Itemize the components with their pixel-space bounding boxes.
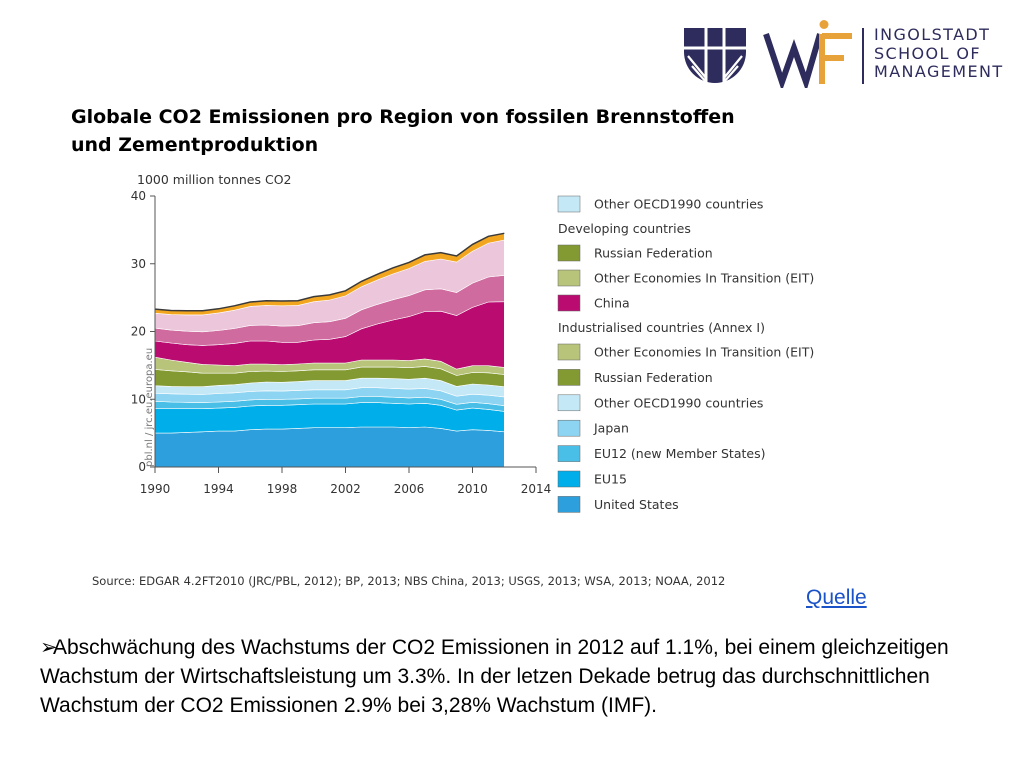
legend-swatch-eu12-new-member-states (557, 445, 581, 462)
legend-group-header: Developing countries (558, 221, 691, 236)
logo-divider (862, 28, 864, 84)
x-tick-label: 1994 (203, 482, 234, 496)
x-tick-label: 2002 (330, 482, 361, 496)
y-tick-label: 30 (131, 257, 146, 271)
legend-group-header: Industrialised countries (Annex I) (558, 320, 765, 335)
legend-label: EU15 (594, 472, 627, 487)
y-tick-label: 20 (131, 325, 146, 339)
slide-title: Globale CO2 Emissionen pro Region von fo… (71, 106, 735, 156)
shield-emblem-icon (684, 28, 746, 84)
area-series-united-states (154, 426, 505, 468)
school-logo: INGOLSTADT SCHOOL OF MANAGEMENT (682, 20, 1004, 88)
legend-label: Other OECD1990 countries (594, 395, 763, 410)
institution-name: INGOLSTADT SCHOOL OF MANAGEMENT (874, 25, 1004, 81)
y-tick-label: 10 (131, 392, 146, 406)
legend-label: Other Economies In Transition (EIT) (594, 345, 814, 360)
x-tick-label: 1998 (267, 482, 298, 496)
chart-watermark: pbl.nl / jrc.eu.europa.eu (144, 348, 155, 467)
legend-label: United States (594, 497, 679, 512)
bullet-text: Abschwächung des Wachstums der CO2 Emiss… (40, 636, 949, 717)
legend-swatch-russian-federation (557, 244, 581, 262)
legend-swatch-other-economies-in-transition-eit (557, 343, 581, 361)
bullet-paragraph: ➢Abschwächung des Wachstums der CO2 Emis… (40, 633, 1000, 720)
legend-swatch-eu15 (557, 470, 581, 488)
total-emissions-outline (154, 232, 505, 312)
legend-label: Other Economies In Transition (EIT) (594, 271, 814, 286)
co2-emissions-chart: 0 10 20 30 40 1990 1994 1998 2002 2006 2010 2014 Ot… (92, 172, 814, 588)
legend-label: China (594, 296, 630, 311)
chart-source-note: Source: EDGAR 4.2FT2010 (JRC/PBL, 2012);… (92, 574, 725, 588)
legend-label: Other OECD1990 countries (594, 197, 763, 212)
wf-monogram-icon (763, 20, 852, 88)
legend-swatch-japan (557, 419, 581, 437)
legend-swatch-other-oecd1990-countries (557, 394, 581, 412)
legend-swatch-united-states (557, 496, 581, 513)
arrow-bullet-icon: ➢ (40, 636, 58, 659)
x-tick-label: 2014 (521, 482, 552, 496)
x-tick-label: 2006 (394, 482, 425, 496)
chart-unit-label: 1000 million tonnes CO2 (137, 172, 292, 187)
y-tick-label: 0 (138, 460, 146, 474)
legend-label: Japan (593, 421, 629, 436)
y-tick-label: 40 (131, 189, 146, 203)
legend-label: EU12 (new Member States) (594, 446, 765, 461)
legend-label: Russian Federation (594, 246, 713, 261)
source-link[interactable]: Quelle (806, 586, 867, 609)
x-tick-label: 1990 (140, 482, 171, 496)
legend-swatch-china (557, 294, 581, 312)
x-tick-label: 2010 (457, 482, 488, 496)
legend-swatch-russian-federation (557, 369, 581, 386)
legend-swatch-other-oecd1990-countries (557, 195, 581, 213)
legend-label: Russian Federation (594, 370, 713, 385)
legend-swatch-other-economies-in-transition-eit (557, 269, 581, 287)
